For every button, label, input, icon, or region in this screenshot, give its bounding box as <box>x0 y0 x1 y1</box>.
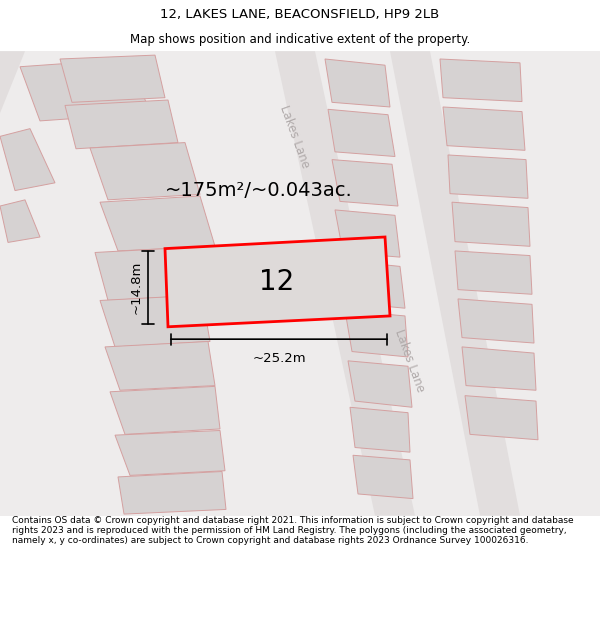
Text: Map shows position and indicative extent of the property.: Map shows position and indicative extent… <box>130 34 470 46</box>
Polygon shape <box>350 408 410 452</box>
Text: 12, LAKES LANE, BEACONSFIELD, HP9 2LB: 12, LAKES LANE, BEACONSFIELD, HP9 2LB <box>160 8 440 21</box>
Polygon shape <box>100 295 210 347</box>
Polygon shape <box>65 100 178 149</box>
Polygon shape <box>465 396 538 440</box>
Polygon shape <box>0 200 40 242</box>
Polygon shape <box>0 51 600 516</box>
Polygon shape <box>115 431 225 476</box>
Polygon shape <box>20 59 150 121</box>
Polygon shape <box>275 51 415 516</box>
Polygon shape <box>100 196 215 251</box>
Text: ~14.8m: ~14.8m <box>130 261 143 314</box>
Polygon shape <box>60 55 165 102</box>
Polygon shape <box>0 129 55 191</box>
Text: Contains OS data © Crown copyright and database right 2021. This information is : Contains OS data © Crown copyright and d… <box>12 516 574 546</box>
Polygon shape <box>452 202 530 246</box>
Polygon shape <box>390 51 520 516</box>
Polygon shape <box>335 210 400 257</box>
Polygon shape <box>345 311 408 357</box>
Text: ~175m²/~0.043ac.: ~175m²/~0.043ac. <box>165 181 353 200</box>
Polygon shape <box>348 361 412 408</box>
Text: Lakes Lane: Lakes Lane <box>392 328 427 394</box>
Polygon shape <box>110 386 220 434</box>
Polygon shape <box>0 51 25 113</box>
Polygon shape <box>458 299 534 343</box>
Text: 12: 12 <box>259 268 295 296</box>
Polygon shape <box>462 347 536 390</box>
Text: Lakes Lane: Lakes Lane <box>278 103 313 169</box>
Polygon shape <box>118 471 226 514</box>
Text: ~25.2m: ~25.2m <box>252 351 306 364</box>
Polygon shape <box>340 260 405 308</box>
Polygon shape <box>440 59 522 101</box>
Polygon shape <box>325 59 390 107</box>
Polygon shape <box>165 237 390 327</box>
Polygon shape <box>105 341 215 390</box>
Polygon shape <box>332 159 398 206</box>
Polygon shape <box>353 455 413 499</box>
Polygon shape <box>328 109 395 156</box>
Polygon shape <box>90 142 200 200</box>
Polygon shape <box>455 251 532 294</box>
Polygon shape <box>95 247 205 301</box>
Polygon shape <box>443 107 525 151</box>
Polygon shape <box>448 155 528 198</box>
